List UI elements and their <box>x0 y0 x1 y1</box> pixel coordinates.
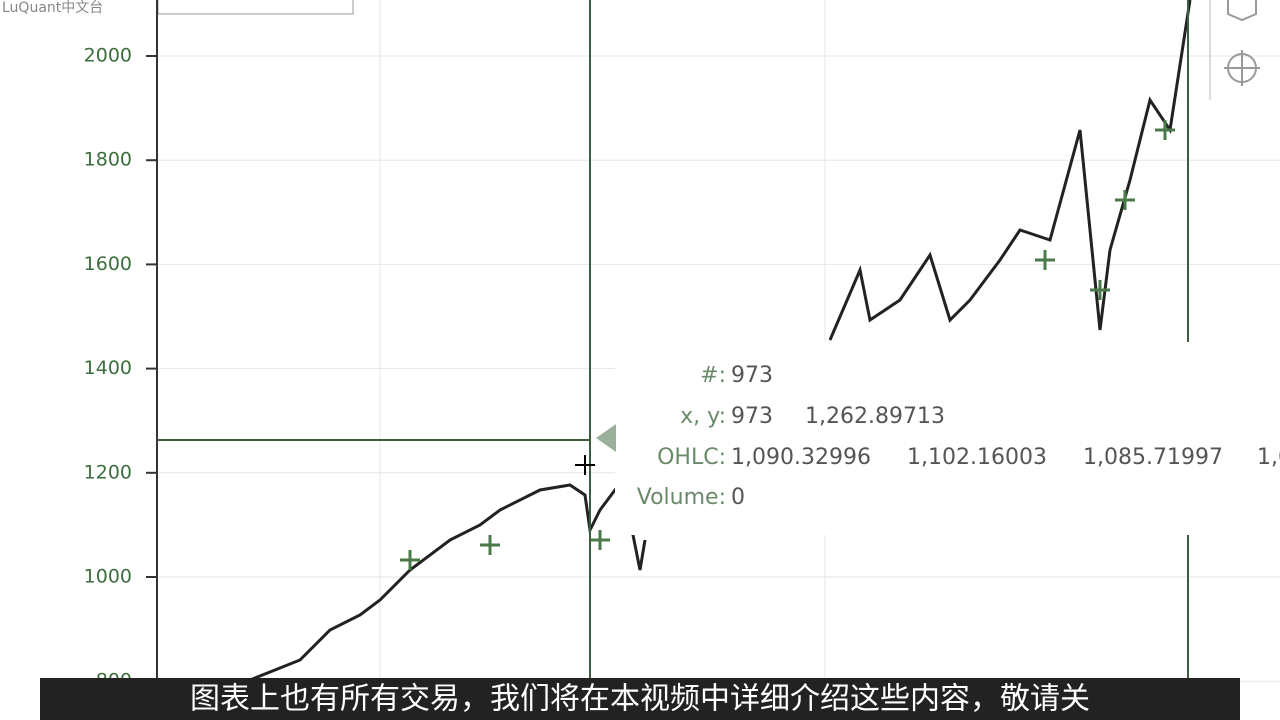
tooltip-label: OHLC: <box>657 445 726 470</box>
y-tick-label: 1200 <box>84 461 132 483</box>
watermark: LuQuant中文台 <box>2 0 103 16</box>
tooltip-value: 1,0 <box>1257 445 1280 470</box>
y-tick-label: 1600 <box>84 253 132 275</box>
tooltip-value: 1,090.32996 <box>731 445 871 470</box>
y-tick-label: 1800 <box>84 149 132 171</box>
tooltip <box>615 342 1280 535</box>
subtitle: 图表上也有所有交易，我们将在本视频中详细介绍这些内容，敬请关 <box>190 682 1090 717</box>
tooltip-pointer <box>596 424 616 452</box>
tooltip-value: 1,102.16003 <box>907 445 1047 470</box>
tooltip-label: #: <box>700 363 726 388</box>
tooltip-value: 1,085.71997 <box>1083 445 1223 470</box>
tooltip-label: Volume: <box>637 485 726 510</box>
hover-tool[interactable] <box>1227 0 1257 22</box>
price-line <box>828 0 1192 341</box>
y-tick-label: 1400 <box>84 357 132 379</box>
y-tick-label: 1000 <box>84 566 132 588</box>
tooltip-value: 0 <box>731 485 745 510</box>
tooltip-label: x, y: <box>680 404 726 429</box>
tooltip-value: 973 <box>731 363 773 388</box>
crosshair-tool-icon <box>1224 50 1260 86</box>
subtitle-bar <box>40 678 1240 720</box>
trade-markers <box>400 120 1175 570</box>
cursor <box>575 455 595 475</box>
tooltip-value: 973 <box>731 404 773 429</box>
v-grid <box>379 0 826 678</box>
y-tick-label: 2000 <box>84 45 132 67</box>
tooltip-value: 1,262.89713 <box>805 404 945 429</box>
